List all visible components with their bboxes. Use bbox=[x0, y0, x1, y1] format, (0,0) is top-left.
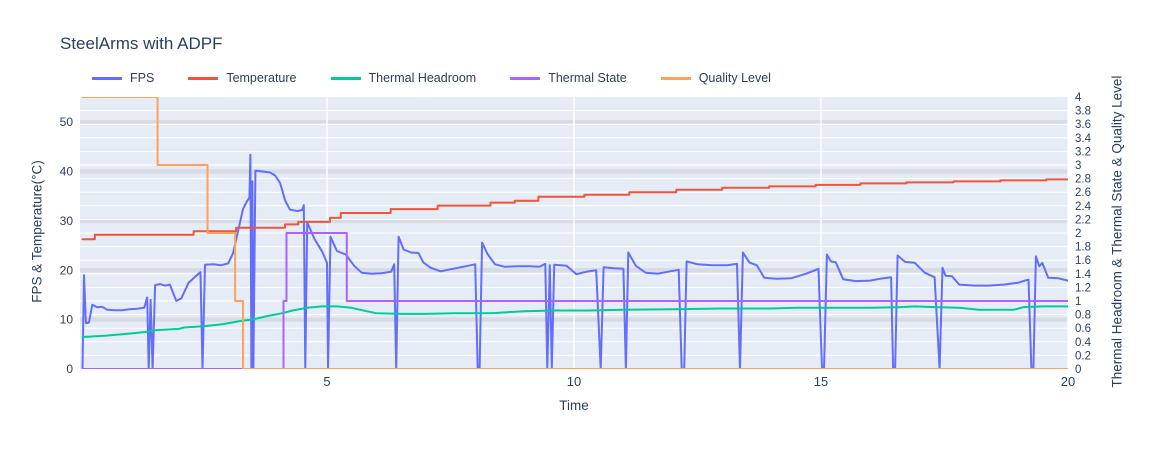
legend-swatch bbox=[92, 76, 122, 80]
x-tick-label: 15 bbox=[814, 374, 828, 389]
series-line-quality-level bbox=[81, 97, 1068, 369]
right-tick-label: 0.8 bbox=[1075, 310, 1091, 322]
left-tick-label: 30 bbox=[60, 214, 74, 228]
right-tick-label: 1.4 bbox=[1075, 269, 1092, 281]
left-tick-label: 10 bbox=[60, 313, 74, 327]
right-tick-label: 3 bbox=[1075, 160, 1081, 172]
legend: FPS Temperature Thermal Headroom Thermal St… bbox=[92, 71, 771, 85]
right-tick-label: 4 bbox=[1075, 92, 1082, 104]
right-tick-label: 2.2 bbox=[1075, 214, 1091, 226]
left-tick-label: 20 bbox=[60, 263, 74, 277]
right-tick-label: 1.8 bbox=[1075, 242, 1091, 254]
legend-label: Quality Level bbox=[698, 71, 771, 85]
right-tick-label: 0 bbox=[1075, 364, 1081, 376]
legend-swatch bbox=[660, 76, 691, 80]
right-tick-label: 3.2 bbox=[1075, 146, 1091, 158]
legend-swatch bbox=[188, 76, 219, 80]
right-tick-label: 2 bbox=[1075, 228, 1081, 240]
right-tick-label: 3.8 bbox=[1075, 106, 1091, 118]
right-tick-label: 2.8 bbox=[1075, 174, 1091, 186]
legend-swatch bbox=[510, 76, 541, 80]
legend-item-temperature[interactable]: Temperature bbox=[188, 71, 297, 85]
left-tick-label: 0 bbox=[66, 362, 73, 376]
legend-item-thermal-headroom[interactable]: Thermal Headroom bbox=[330, 71, 477, 85]
legend-label: Thermal Headroom bbox=[368, 71, 477, 85]
legend-swatch bbox=[330, 76, 361, 80]
right-tick-label: 1.2 bbox=[1075, 282, 1091, 294]
right-tick-label: 0.6 bbox=[1075, 323, 1091, 335]
right-tick-label: 2.4 bbox=[1075, 201, 1092, 213]
left-tick-label: 50 bbox=[60, 115, 74, 129]
right-tick-label: 2.6 bbox=[1075, 187, 1091, 199]
left-tick-label: 40 bbox=[60, 165, 74, 179]
right-tick-label: 0.4 bbox=[1075, 337, 1092, 349]
series-layer bbox=[81, 97, 1068, 369]
x-tick-label: 10 bbox=[567, 374, 581, 389]
left-axis-title: FPS & Temperature(°C) bbox=[29, 160, 45, 303]
legend-item-fps[interactable]: FPS bbox=[92, 71, 154, 85]
x-tick-label: 20 bbox=[1061, 374, 1075, 389]
legend-label: FPS bbox=[130, 71, 155, 85]
series-line-fps bbox=[81, 153, 1068, 369]
x-tick-label: 5 bbox=[323, 374, 330, 389]
series-line-thermal-state bbox=[81, 232, 1068, 369]
right-tick-label: 3.4 bbox=[1075, 133, 1092, 145]
legend-label: Thermal State bbox=[548, 71, 627, 85]
series-line-thermal-headroom bbox=[81, 305, 1068, 338]
legend-item-thermal-state[interactable]: Thermal State bbox=[510, 71, 627, 85]
legend-item-quality-level[interactable]: Quality Level bbox=[660, 71, 771, 85]
series-line-temperature bbox=[81, 178, 1068, 241]
right-axis-title: Thermal Headroom & Thermal State & Quali… bbox=[1109, 75, 1125, 388]
chart-title: SteelArms with ADPF bbox=[60, 34, 223, 53]
right-tick-label: 0.2 bbox=[1075, 350, 1091, 362]
legend-label: Temperature bbox=[226, 71, 297, 85]
right-tick-label: 3.6 bbox=[1075, 119, 1091, 131]
right-tick-label: 1 bbox=[1075, 296, 1081, 308]
right-tick-label: 1.6 bbox=[1075, 255, 1091, 267]
